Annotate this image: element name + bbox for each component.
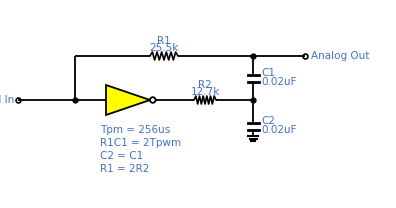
Text: Tpm = 256us: Tpm = 256us — [100, 125, 170, 135]
Text: C2 = C1: C2 = C1 — [100, 151, 143, 161]
Text: R1 = 2R2: R1 = 2R2 — [100, 164, 149, 174]
Text: 0.02uF: 0.02uF — [261, 77, 297, 87]
Text: Analog Out: Analog Out — [311, 51, 369, 61]
Text: 25.5k: 25.5k — [149, 43, 179, 53]
Text: R1C1 = 2Tpwm: R1C1 = 2Tpwm — [100, 138, 181, 148]
Text: 0.02uF: 0.02uF — [261, 125, 297, 135]
Text: 12.7k: 12.7k — [190, 87, 220, 97]
Text: C2: C2 — [261, 116, 275, 126]
Text: PWM In: PWM In — [0, 95, 14, 105]
Polygon shape — [106, 85, 150, 115]
Text: C1: C1 — [261, 68, 275, 78]
Text: R2: R2 — [198, 80, 212, 90]
Text: R1: R1 — [157, 36, 171, 46]
